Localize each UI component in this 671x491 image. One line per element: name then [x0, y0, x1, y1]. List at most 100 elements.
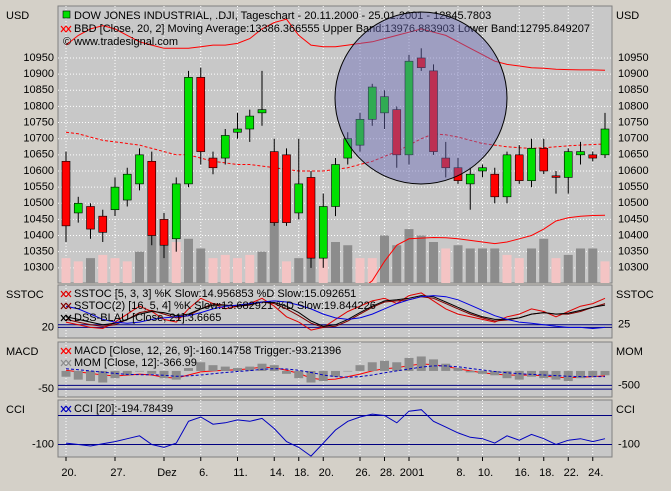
x-tick-label: Dez — [157, 467, 177, 479]
momentum-bar — [208, 365, 218, 371]
lower-band-line — [368, 214, 606, 283]
volume-bar — [527, 248, 536, 283]
panel: USD USD 10300 10300 10350 10350 10400 10400 1045… — [6, 5, 649, 284]
candle-body — [306, 177, 316, 259]
y-axis-label: USD — [6, 10, 29, 22]
y-tick-label: 10600 — [23, 165, 54, 177]
candle-body — [98, 215, 108, 233]
candle-body — [147, 160, 157, 236]
volume-bar — [245, 254, 255, 283]
y-tick-label: 10400 — [23, 229, 54, 241]
momentum-bar — [269, 365, 279, 371]
volume-bar — [539, 238, 549, 283]
candle-body — [73, 202, 83, 214]
momentum-bar — [135, 370, 144, 372]
x-tick-label: 16. — [515, 467, 530, 479]
momentum-bar — [465, 370, 475, 373]
legend-bands: BBD [Close, 20, 2] Moving Average:13386.… — [74, 23, 590, 35]
candle-body — [588, 154, 598, 159]
candle-body — [478, 167, 487, 172]
volume-bar — [331, 241, 340, 283]
volume-bar — [171, 241, 181, 283]
volume-bar — [282, 261, 291, 283]
candle-body — [551, 175, 561, 178]
x-tick-label: 20. — [61, 467, 76, 479]
y2-tick-label: -500 — [618, 379, 640, 391]
volume-bar — [367, 258, 377, 283]
volume-bar — [355, 258, 365, 283]
momentum-bar — [576, 370, 585, 379]
momentum-bar — [306, 370, 316, 383]
volume-bar — [147, 235, 157, 283]
candle-body — [331, 164, 340, 207]
y2-axis-label: USD — [616, 10, 639, 22]
candle-body — [159, 219, 169, 246]
momentum-bar — [441, 363, 451, 371]
momentum-bar — [453, 368, 463, 371]
volume-bar — [416, 235, 426, 283]
candle-body — [269, 151, 279, 223]
volume-bar — [502, 254, 512, 283]
momentum-bar — [159, 370, 169, 379]
y2-tick-label: 10450 — [618, 213, 649, 225]
y-tick-label: 10750 — [23, 116, 54, 128]
x-tick-label: 18. — [294, 467, 309, 479]
volume-bar — [514, 258, 524, 283]
candle-body — [257, 109, 267, 114]
volume-bar — [576, 248, 585, 283]
volume-bar — [86, 258, 95, 283]
momentum-bar — [73, 370, 83, 380]
legend-icon — [60, 314, 72, 322]
candle-body — [416, 57, 426, 68]
momentum-bar — [600, 370, 610, 376]
y2-tick-label: 25 — [618, 319, 630, 331]
momentum-bar — [380, 360, 389, 371]
y-tick-label: 10800 — [23, 100, 54, 112]
legend-icon — [60, 290, 72, 298]
y-tick-label: 10850 — [23, 84, 54, 96]
y-tick-label: 10500 — [23, 197, 54, 209]
volume-bar — [269, 219, 279, 283]
momentum-bar — [245, 366, 255, 371]
plot-content — [58, 342, 612, 397]
candle-body — [282, 154, 291, 223]
x-tick-label: 28. — [380, 467, 395, 479]
y2-axis-label: CCI — [616, 404, 635, 416]
volume-bar — [159, 238, 169, 283]
candle-body — [196, 77, 206, 152]
x-tick-label: 14. — [270, 467, 285, 479]
candle-body — [576, 151, 585, 156]
panel: MACD MOM -50 -500 MACD [Close, 12, 26, 9]:-1… — [6, 341, 643, 398]
overlay — [334, 11, 508, 185]
candle-body — [61, 160, 71, 227]
candle-body — [294, 183, 304, 214]
momentum-bar — [478, 370, 487, 374]
y-tick-label: 20 — [42, 321, 54, 333]
momentum-bar — [110, 370, 120, 379]
volume-bar — [110, 258, 120, 283]
volume-bar — [294, 258, 304, 283]
y2-tick-label: 10850 — [618, 84, 649, 96]
y2-tick-label: 10950 — [618, 52, 649, 64]
candle-body — [171, 183, 181, 240]
momentum-bar — [563, 370, 573, 382]
y2-tick-label: 10750 — [618, 116, 649, 128]
volume-bar — [453, 245, 463, 283]
y2-tick-label: 10350 — [618, 246, 649, 258]
momentum-bar — [404, 357, 414, 371]
y2-tick-label: 10600 — [618, 165, 649, 177]
momentum-bar — [331, 370, 340, 377]
candle-body — [465, 173, 475, 185]
y-tick-label: 10450 — [23, 213, 54, 225]
y-axis-label: SSTOC — [6, 289, 44, 301]
candle-body — [318, 206, 328, 259]
candle-body — [441, 157, 451, 169]
volume-bar — [184, 238, 193, 283]
indicator-line — [65, 295, 606, 327]
volume-bar — [490, 248, 500, 283]
x-tick-label: 6. — [199, 467, 208, 479]
volume-bar — [600, 261, 610, 283]
momentum-bar — [514, 370, 524, 380]
y-axis-label: CCI — [6, 404, 25, 416]
candle-body — [245, 115, 255, 130]
